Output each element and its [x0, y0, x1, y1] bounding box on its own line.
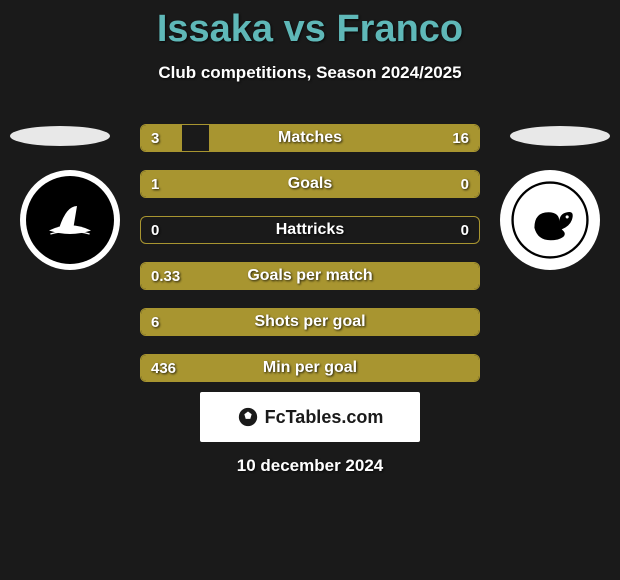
- bar-row-gpm: 0.33 Goals per match: [140, 262, 480, 290]
- footer-badge-text: FcTables.com: [265, 407, 384, 428]
- bar-row-matches: 3 Matches 16: [140, 124, 480, 152]
- team-left-shadow: [10, 126, 110, 146]
- bar-row-mpg: 436 Min per goal: [140, 354, 480, 382]
- bar-label: Goals per match: [141, 263, 479, 289]
- bar-label: Hattricks: [141, 217, 479, 243]
- page-subtitle: Club competitions, Season 2024/2025: [0, 63, 620, 83]
- swansea-icon: [511, 181, 589, 259]
- bar-label: Min per goal: [141, 355, 479, 381]
- team-right-logo: [500, 170, 600, 270]
- soccer-ball-icon: [237, 406, 259, 428]
- footer-badge[interactable]: FcTables.com: [200, 392, 420, 442]
- bar-label: Matches: [141, 125, 479, 151]
- bar-label: Shots per goal: [141, 309, 479, 335]
- team-right-shadow: [510, 126, 610, 146]
- bar-row-spg: 6 Shots per goal: [140, 308, 480, 336]
- bar-val-right: 16: [452, 125, 469, 151]
- bar-val-right: 0: [461, 217, 469, 243]
- bar-row-goals: 1 Goals 0: [140, 170, 480, 198]
- team-left-logo: [20, 170, 120, 270]
- bar-label: Goals: [141, 171, 479, 197]
- plymouth-icon: [35, 185, 105, 255]
- footer-date: 10 december 2024: [0, 456, 620, 476]
- bar-val-right: 0: [461, 171, 469, 197]
- page-title: Issaka vs Franco: [0, 0, 620, 51]
- comparison-bars: 3 Matches 16 1 Goals 0 0 Hattricks 0 0.3…: [140, 124, 480, 400]
- bar-row-hattricks: 0 Hattricks 0: [140, 216, 480, 244]
